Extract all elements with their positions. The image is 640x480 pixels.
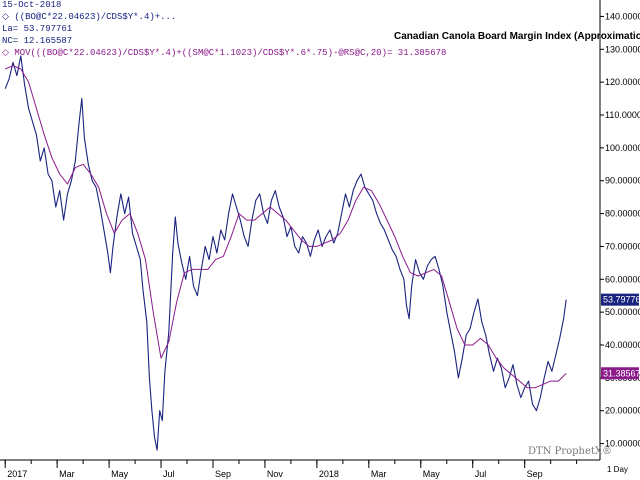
- y-tick-label: 70.000000: [605, 241, 640, 251]
- last-value-tag-text: 53.797761: [603, 295, 640, 305]
- chart-title: Canadian Canola Board Margin Index (Appr…: [394, 31, 640, 42]
- y-tick-label: 130.000000: [605, 44, 640, 54]
- header-date: 15-Oct-2018: [2, 0, 62, 10]
- series-line-moving-average: [5, 65, 567, 389]
- x-tick-label: Sep: [215, 469, 231, 479]
- x-tick-label: 2017: [7, 469, 27, 479]
- y-tick-label: 10.000000: [605, 439, 640, 449]
- legend-series1[interactable]: ◇ ((BO@C*22.04623)/CDS$Y*.4)+...: [2, 12, 176, 22]
- y-tick-label: 50.000000: [605, 307, 640, 317]
- x-tick-label: Sep: [527, 469, 543, 479]
- moving-average-tag: [601, 367, 639, 380]
- series-line-margin-index: [4, 55, 567, 451]
- moving-average-tag-text: 31.385678: [603, 368, 640, 378]
- x-tick-label: Jul: [475, 469, 487, 479]
- y-tick-label: 20.000000: [605, 406, 640, 416]
- legend-series2-formula: MOV(((BO@C*22.04623)/CDS$Y*.4)+((SM@C*1.…: [14, 48, 447, 58]
- x-tick-label: May: [111, 469, 129, 479]
- y-tick-label: 120.000000: [605, 77, 640, 87]
- y-tick-label: 80.000000: [605, 209, 640, 219]
- x-axis: 2017 Mar May Jul Sep Nov 2018 Mar May Jul Sep: [4, 460, 578, 479]
- watermark: DTN ProphetX®: [528, 446, 613, 457]
- y-tick-label: 140.000000: [605, 11, 640, 21]
- y-tick-label: 40.000000: [605, 340, 640, 350]
- legend-series1-formula: ((BO@C*22.04623)/CDS$Y*.4)+...: [14, 12, 177, 22]
- y-tick-label: 90.000000: [605, 176, 640, 186]
- y-tick-label: 110.000000: [605, 110, 640, 120]
- y-axis: 10.00000020.00000030.00000040.00000050.0…: [600, 11, 640, 449]
- value-tags: 53.797761 31.385678: [601, 293, 640, 380]
- legend-series2[interactable]: ◇ MOV(((BO@C*22.04623)/CDS$Y*.4)+((SM@C*…: [2, 48, 446, 58]
- diamond-icon: ◇: [2, 12, 9, 22]
- x-tick-label: Nov: [267, 469, 284, 479]
- y-tick-label: 100.000000: [605, 143, 640, 153]
- x-tick-label: May: [423, 469, 441, 479]
- y-tick-label: 60.000000: [605, 274, 640, 284]
- x-tick-label: Jul: [163, 469, 175, 479]
- plot-series: [4, 55, 567, 451]
- last-value-tag: [601, 293, 639, 306]
- period-selector[interactable]: 1 Day: [607, 465, 628, 474]
- x-tick-label: Mar: [371, 469, 387, 479]
- x-tick-label: Mar: [59, 469, 75, 479]
- net-change-label: NC= 12.165587: [2, 36, 73, 46]
- plot-background: [0, 0, 600, 460]
- x-tick-label: 2018: [319, 469, 339, 479]
- last-value-label: La= 53.797761: [2, 24, 73, 34]
- diamond-icon: ◇: [2, 48, 9, 58]
